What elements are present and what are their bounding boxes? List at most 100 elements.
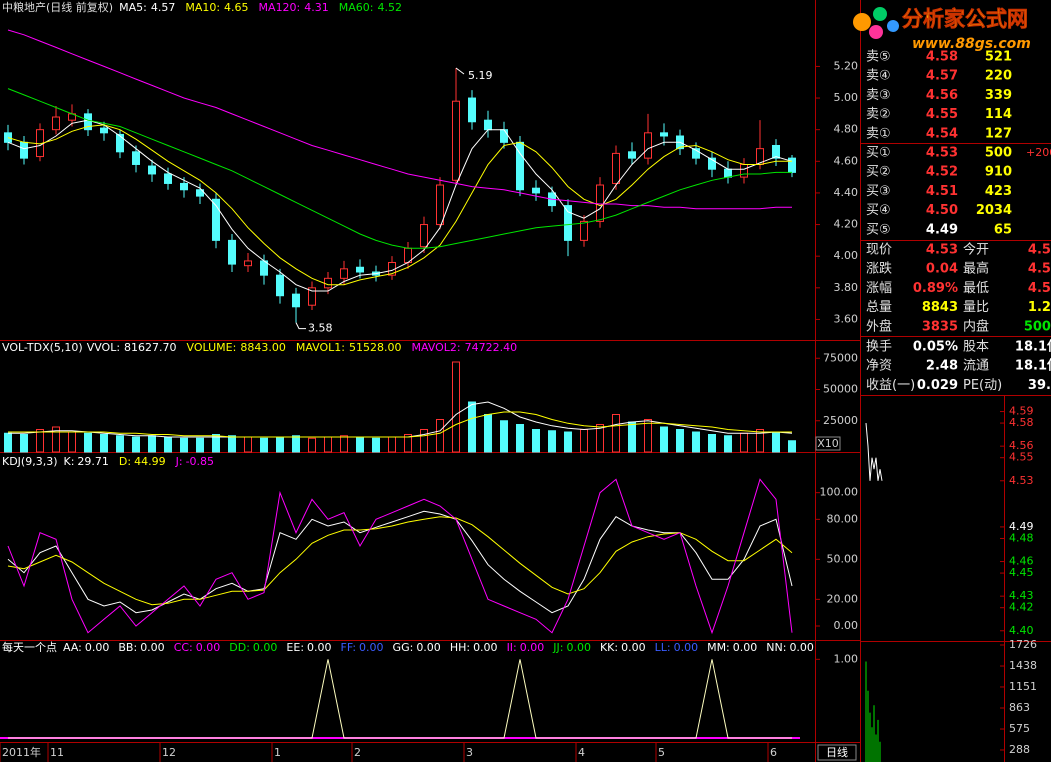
header-text: CC: (174, 641, 193, 654)
low-label: 3.58 (308, 322, 333, 335)
header-text: 0.00 (674, 641, 699, 654)
volume-bar (468, 401, 476, 453)
x-tick-label: 12 (162, 746, 176, 759)
logo-icon (887, 20, 899, 32)
header-text: DD: (229, 641, 250, 654)
candle-body (772, 144, 780, 159)
book-price: 4.54 (926, 126, 958, 141)
stat-value: 3835 (922, 319, 958, 334)
y-tick-label: 4.45 (1009, 566, 1034, 579)
logo-icon (873, 7, 887, 21)
book-price: 4.53 (926, 146, 958, 161)
y-tick-label: 1151 (1009, 680, 1037, 693)
header-text: MA10: (185, 1, 220, 14)
header-text: J: (175, 455, 183, 468)
candle-body (420, 224, 428, 248)
volume-bar (308, 437, 316, 453)
kdj-line (7, 478, 793, 635)
candle-body (740, 163, 748, 178)
volume-bar (660, 426, 668, 453)
header-text: 4.31 (304, 1, 329, 14)
y-tick-label: 3.80 (834, 281, 859, 294)
volume-bar (340, 435, 348, 453)
book-volume: 2034 (976, 203, 1012, 218)
high-marker (455, 67, 465, 75)
volume-bar (388, 436, 396, 453)
stat-label: 最低 (963, 281, 989, 296)
header-text: JJ: (552, 641, 563, 654)
book-price: 4.50 (926, 203, 958, 218)
book-label: 卖③ (866, 88, 891, 103)
chart-area: 中粮地产(日线 前复权) MA5: 4.57 MA10: 4.65 MA120: 4.31 M… (0, 0, 814, 762)
y-tick-label: 4.55 (1009, 451, 1034, 464)
stat-value: 4.55 (1028, 262, 1051, 277)
volume-bar (452, 361, 460, 453)
book-volume: 65 (994, 222, 1012, 237)
header-text: MA120: (259, 1, 301, 14)
y-tick-label: 4.53 (1009, 474, 1034, 487)
volume-bar (404, 434, 412, 453)
y-tick-label: 575 (1009, 722, 1030, 735)
candle-body (356, 266, 364, 273)
header-text: KDJ(9,3,3) (2, 455, 58, 468)
book-label: 卖⑤ (866, 50, 891, 65)
candle-body (564, 205, 572, 241)
candle-body (324, 277, 332, 289)
volume-bar (772, 431, 780, 453)
volume-ma-line (8, 401, 793, 438)
candle-body (52, 116, 60, 131)
stat-value: 2.48 (926, 359, 958, 374)
y-tick-label: 1.00 (834, 652, 859, 665)
header-text: MM: (707, 641, 730, 654)
stat-value: 18.1亿 (1015, 339, 1051, 355)
y-tick-label: 20.00 (827, 592, 859, 605)
book-volume: 114 (985, 107, 1012, 122)
stat-label: 量比 (963, 300, 989, 315)
y-tick-label: 4.59 (1009, 405, 1034, 418)
kdj-line (7, 516, 793, 606)
stat-label: 涨幅 (866, 281, 892, 296)
x-tick-label: 2 (354, 746, 361, 759)
header-text: 中粮地产(日线 前复权) (2, 0, 113, 14)
high-label: 5.19 (468, 69, 493, 82)
book-volume: 220 (985, 69, 1012, 84)
volume-bar (628, 421, 636, 453)
candle-body (628, 151, 636, 159)
x-tick-label: 1 (274, 746, 281, 759)
book-volume: 910 (985, 165, 1012, 180)
header-text: EE: (286, 641, 304, 654)
volume-bar (196, 437, 204, 453)
volume-bar (612, 414, 620, 453)
y-tick-label: 50000 (823, 383, 858, 396)
stat-value: 8843 (922, 300, 958, 315)
header-text: KK: (600, 641, 618, 654)
header-text: NN: (766, 641, 786, 654)
book-volume: 339 (985, 88, 1012, 103)
x-tick-label: 4 (578, 746, 585, 759)
header-text: K: (64, 455, 75, 468)
stat-value: 5008 (1024, 319, 1051, 334)
candle-body (532, 187, 540, 194)
candle-body (212, 198, 220, 241)
period-box (817, 744, 857, 761)
candle-body (276, 274, 284, 297)
header-text: HH: (450, 641, 470, 654)
header-text: MAVOL1: (296, 341, 345, 354)
candle-body (340, 268, 348, 279)
candle-body (196, 189, 204, 197)
x-tick-label: 5 (658, 746, 665, 759)
low-marker (295, 322, 306, 330)
volume-bar (580, 429, 588, 453)
volume-bar (548, 430, 556, 453)
book-price: 4.58 (926, 50, 958, 65)
ma-line (7, 124, 792, 286)
header-text: 8843.00 (240, 341, 286, 354)
y-tick-label: 25000 (823, 414, 858, 427)
y-tick-label: 5.00 (834, 91, 859, 104)
header-text: -0.85 (186, 455, 214, 468)
unit-label: X10 (817, 437, 839, 450)
candle-body (4, 132, 12, 143)
unit-box (815, 436, 841, 451)
volume-bar (516, 424, 524, 453)
